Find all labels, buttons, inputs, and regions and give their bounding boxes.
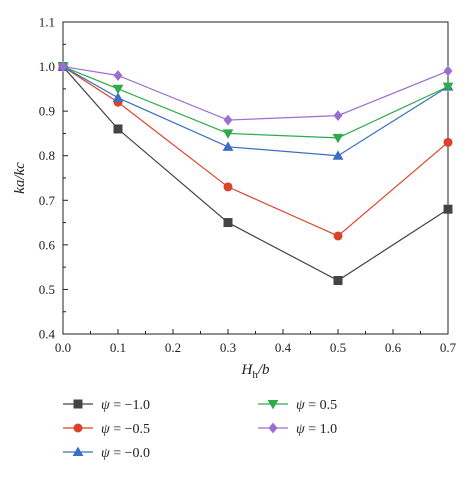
legend-value: = −1.0 bbox=[110, 398, 150, 413]
data-point bbox=[442, 82, 454, 93]
legend-symbol: ψ bbox=[296, 422, 305, 437]
legend-marker bbox=[267, 399, 279, 410]
legend-symbol: ψ bbox=[101, 446, 110, 461]
x-axis-title-main: H bbox=[240, 362, 253, 378]
y-tick-label: 0.4 bbox=[39, 327, 56, 342]
series-5 bbox=[58, 61, 453, 126]
x-tick-label: 0.7 bbox=[440, 340, 457, 355]
legend-value: = 0.5 bbox=[305, 398, 337, 413]
legend-item: ψ = −0.0 bbox=[63, 446, 150, 461]
series-layer bbox=[57, 61, 454, 286]
data-point bbox=[113, 124, 123, 134]
plot-area: 0.0 0.1 0.2 0.3 0.4 0.5 0.6 0.7 0.4 0.5 0.6 0.7 0.8… bbox=[39, 15, 457, 356]
data-point bbox=[112, 92, 124, 102]
legend-item: ψ = −1.0 bbox=[63, 398, 150, 413]
x-tick-label: 0.6 bbox=[385, 340, 402, 355]
y-tick-label: 0.5 bbox=[39, 282, 55, 297]
x-tick-label: 0.4 bbox=[275, 340, 292, 355]
legend-symbol: ψ bbox=[101, 422, 110, 437]
x-tick-label: 0.0 bbox=[55, 340, 71, 355]
y-tick-label: 1.0 bbox=[39, 59, 55, 74]
data-point bbox=[333, 231, 343, 241]
x-tick-label: 0.2 bbox=[165, 340, 181, 355]
x-axis: 0.0 0.1 0.2 0.3 0.4 0.5 0.6 0.7 bbox=[55, 329, 457, 355]
legend-label: ψ = −1.0 bbox=[101, 398, 150, 413]
legend-marker bbox=[73, 423, 83, 433]
legend-value: = −0.0 bbox=[110, 446, 150, 461]
legend-marker bbox=[73, 399, 83, 409]
x-tick-label: 0.5 bbox=[330, 340, 346, 355]
y-axis-title: ka/kc bbox=[12, 162, 28, 194]
x-axis-title: Hh/b bbox=[240, 362, 270, 381]
data-point bbox=[113, 70, 123, 81]
data-point bbox=[333, 276, 343, 286]
x-axis-title-tail: /b bbox=[257, 362, 270, 378]
data-point bbox=[443, 137, 453, 147]
legend-item: ψ = 1.0 bbox=[258, 422, 337, 437]
data-point bbox=[332, 133, 344, 144]
data-point bbox=[443, 204, 453, 214]
x-tick-label: 0.1 bbox=[110, 340, 126, 355]
legend-value: = −0.5 bbox=[110, 422, 150, 437]
plot-frame bbox=[62, 21, 449, 335]
data-point bbox=[443, 65, 453, 77]
legend: ψ = −1.0ψ = −0.5ψ = −0.0ψ = 0.5ψ = 1.0 bbox=[63, 398, 337, 461]
data-point bbox=[222, 141, 234, 151]
data-point bbox=[333, 110, 343, 121]
series-line bbox=[62, 66, 449, 237]
data-point bbox=[332, 150, 344, 160]
y-tick-label: 0.6 bbox=[39, 237, 56, 252]
legend-symbol: ψ bbox=[101, 398, 110, 413]
data-point bbox=[222, 129, 234, 139]
data-point bbox=[223, 218, 233, 228]
legend-item: ψ = −0.5 bbox=[63, 422, 150, 437]
legend-label: ψ = 1.0 bbox=[296, 422, 337, 437]
data-point bbox=[58, 61, 68, 72]
legend-value: = 1.0 bbox=[305, 422, 337, 437]
legend-symbol: ψ bbox=[296, 398, 305, 413]
data-point bbox=[223, 182, 233, 192]
legend-label: ψ = 0.5 bbox=[296, 398, 337, 413]
legend-item: ψ = 0.5 bbox=[258, 398, 337, 413]
y-tick-label: 0.8 bbox=[39, 148, 55, 163]
y-tick-label: 0.9 bbox=[39, 104, 55, 119]
legend-marker bbox=[72, 446, 84, 457]
series-line bbox=[62, 66, 449, 157]
y-tick-label: 0.7 bbox=[39, 193, 56, 208]
x-axis-title-sub: h bbox=[252, 369, 258, 381]
legend-marker bbox=[268, 422, 278, 434]
y-axis: 0.4 0.5 0.6 0.7 0.8 0.9 1.0 1.1 bbox=[39, 15, 68, 342]
legend-label: ψ = −0.5 bbox=[101, 422, 150, 437]
data-point bbox=[223, 114, 233, 126]
x-tick-label: 0.3 bbox=[220, 340, 236, 355]
data-point bbox=[112, 84, 124, 95]
legend-label: ψ = −0.0 bbox=[101, 446, 150, 461]
y-tick-label: 1.1 bbox=[39, 15, 55, 30]
